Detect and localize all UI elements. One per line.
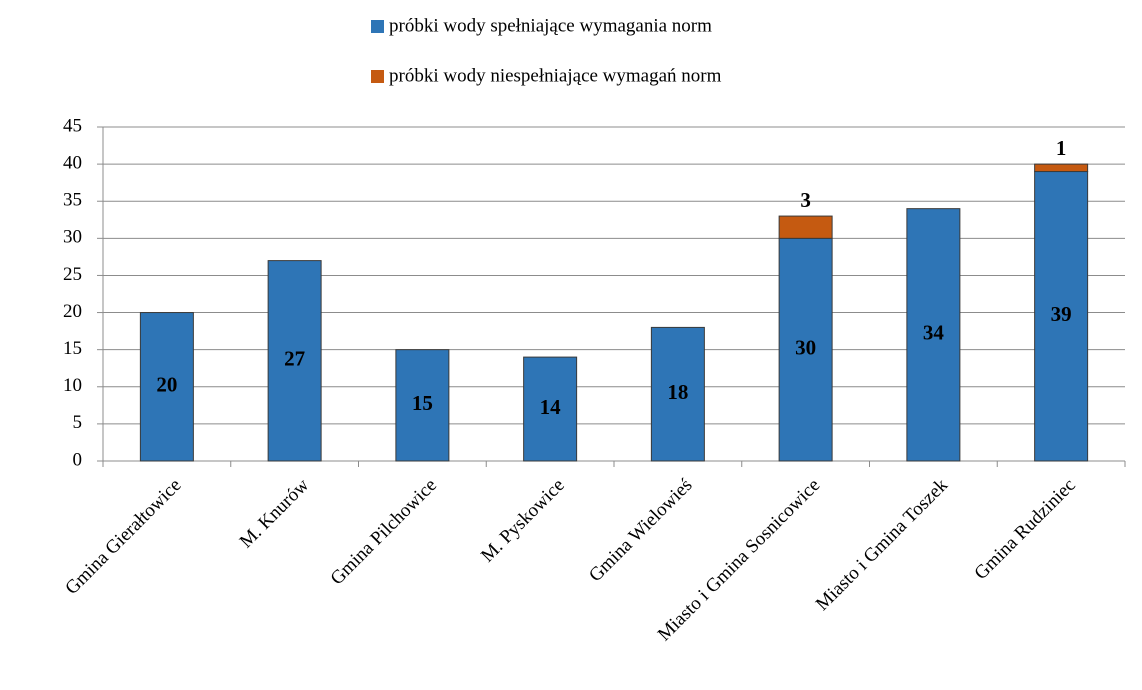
- legend-swatch: [371, 20, 384, 33]
- y-tick-label: 45: [63, 115, 82, 136]
- y-tick-label: 20: [63, 301, 82, 322]
- x-tick-label: Gmina Wielowieś: [585, 475, 696, 586]
- bar: [523, 356, 578, 462]
- bar: [267, 260, 322, 462]
- bar: [1034, 163, 1089, 173]
- y-tick-label: 35: [63, 190, 82, 211]
- bar: [906, 208, 961, 462]
- value-label: 34: [923, 321, 945, 345]
- y-tick-label: 10: [63, 375, 82, 396]
- legend-label: próbki wody spełniające wymagania norm: [389, 15, 712, 36]
- y-tick-label: 15: [63, 338, 82, 359]
- bar: [778, 215, 833, 239]
- legend-label: próbki wody niespełniające wymagań norm: [389, 65, 722, 86]
- x-tick-label: Gmina Gierałtowice: [61, 475, 185, 599]
- value-label: 27: [284, 347, 305, 371]
- x-tick-label: Miasto i Gmina Toszek: [812, 474, 953, 615]
- x-tick-label: M. Knurów: [236, 475, 314, 553]
- value-label: 14: [540, 395, 562, 419]
- value-label: 30: [795, 335, 816, 359]
- value-label: 20: [156, 373, 177, 397]
- value-label: 39: [1051, 302, 1072, 326]
- x-tick-label: Gmina Rudziniec: [970, 475, 1079, 584]
- bar: [650, 326, 705, 462]
- value-label: 15: [412, 391, 433, 415]
- x-tick-label: M. Pyskowice: [477, 475, 569, 567]
- value-label: 18: [667, 380, 688, 404]
- y-tick-label: 30: [63, 227, 82, 248]
- value-label: 3: [800, 188, 811, 212]
- legend-swatch: [371, 70, 384, 83]
- y-tick-label: 0: [73, 449, 83, 470]
- x-tick-label: Gmina Pilchowice: [327, 475, 441, 589]
- y-tick-label: 5: [73, 412, 83, 433]
- bar: [778, 237, 833, 462]
- y-tick-label: 40: [63, 152, 82, 173]
- y-tick-label: 25: [63, 264, 82, 285]
- bar: [395, 349, 450, 462]
- value-label: 1: [1056, 136, 1067, 160]
- bar: [139, 312, 194, 462]
